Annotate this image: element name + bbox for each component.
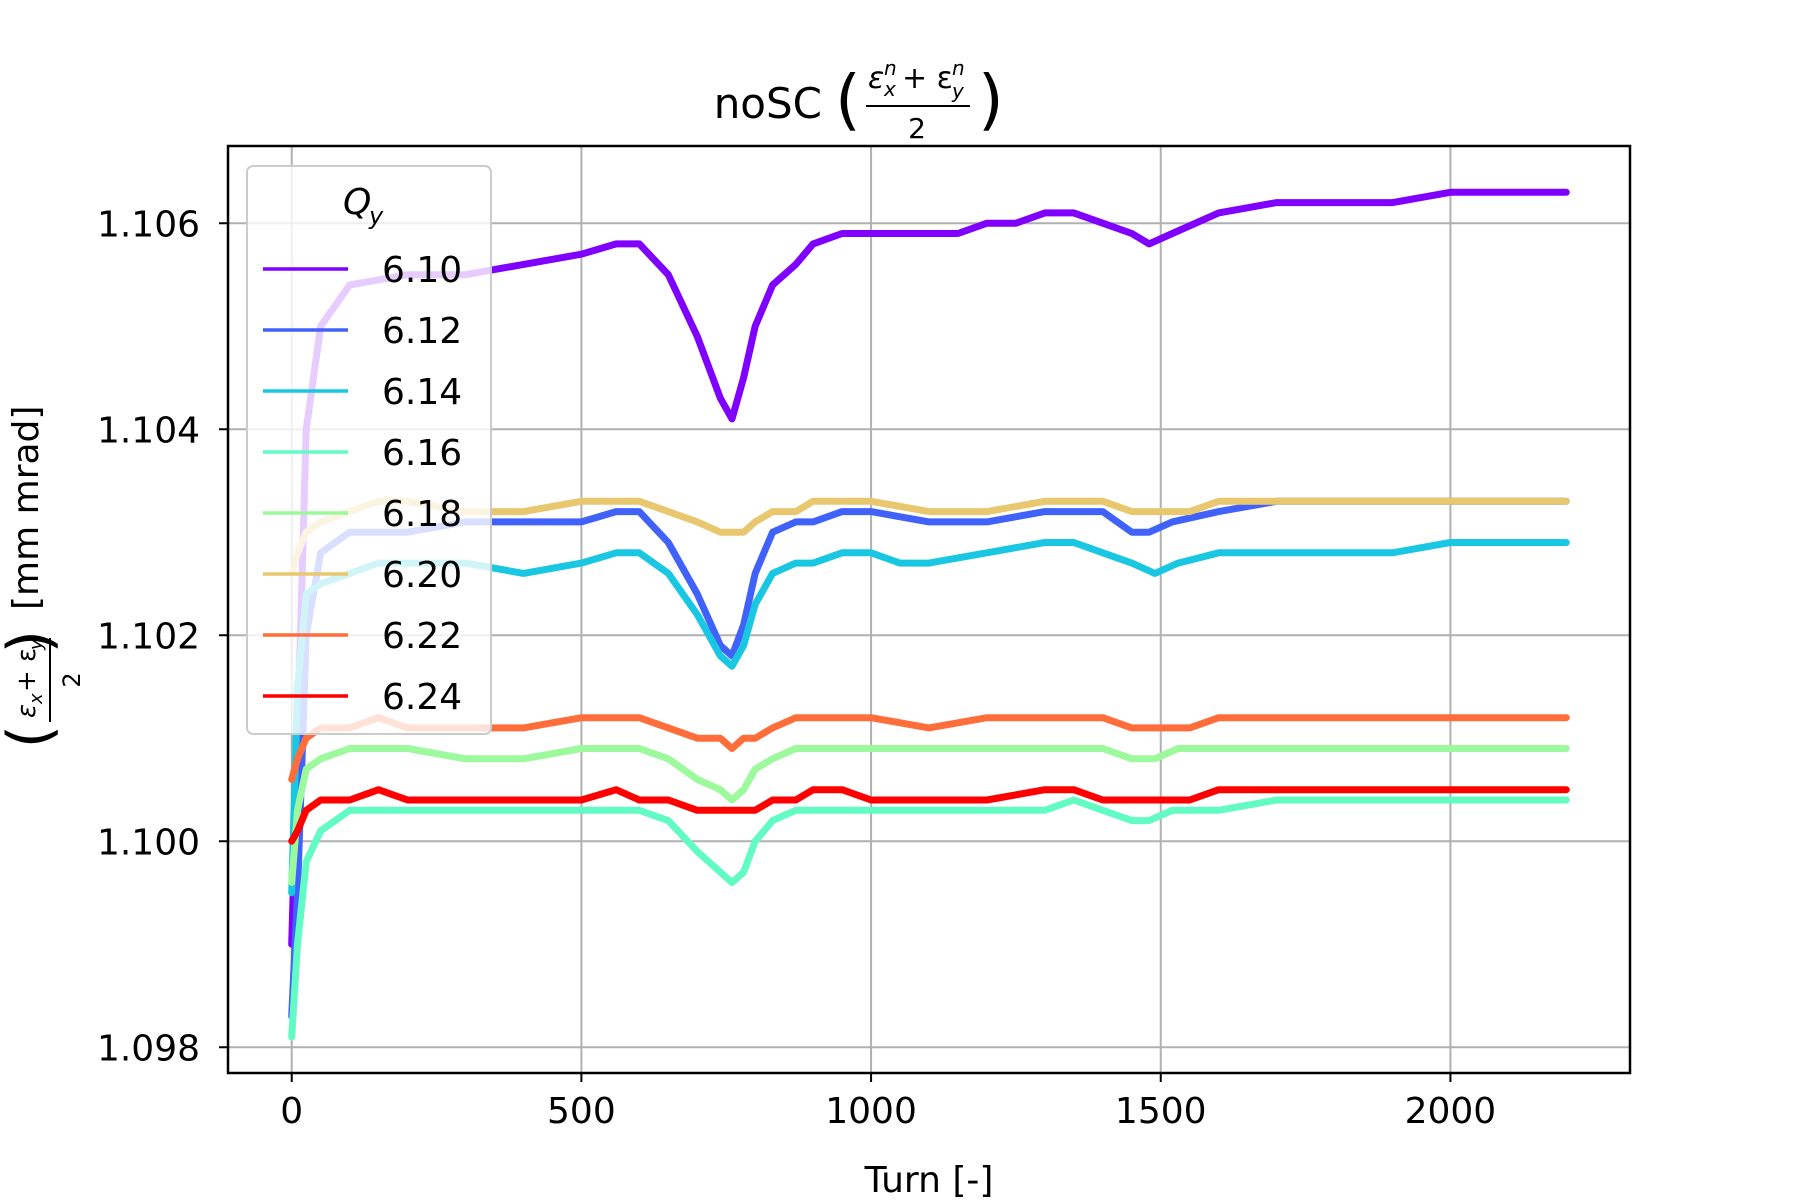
plot-frame: [226, 144, 1632, 1075]
x-tick-label: 0: [280, 1091, 303, 1132]
legend-label: 6.18: [382, 494, 462, 535]
title-denominator: 2: [908, 112, 926, 145]
chart-title: noSC ( ε n x + ε n y 2 ): [714, 56, 1004, 145]
y-axis-denominator: 2: [58, 672, 86, 687]
title-eps-x: ε: [868, 61, 884, 96]
title-sup-y: n: [952, 56, 965, 80]
legend-label: 6.10: [382, 250, 462, 291]
y-tick-label: 1.106: [97, 204, 200, 245]
title-close-paren: ): [978, 61, 1004, 138]
series-line-6-10: [288, 188, 1570, 948]
legend-item: 6.22: [263, 616, 462, 657]
legend-label: 6.20: [382, 555, 462, 596]
legend-item: 6.20: [263, 555, 462, 596]
legend-item: 6.12: [263, 311, 462, 352]
legend-label: 6.12: [382, 311, 462, 352]
y-axis-plus-eps: + ε: [12, 648, 42, 692]
y-tick-label: 1.104: [97, 410, 200, 451]
series-line-6-24: [288, 786, 1570, 845]
legend-label: 6.14: [382, 372, 462, 413]
legend-item: 6.24: [263, 677, 462, 718]
y-axis-close-paren: ): [0, 630, 65, 653]
legend-item: 6.10: [263, 250, 462, 291]
y-axis-sub-x: x: [26, 693, 47, 705]
x-axis-label: Turn [-]: [864, 1160, 994, 1200]
title-sub-y: y: [951, 79, 965, 103]
legend-item: 6.16: [263, 433, 462, 474]
legend-label: 6.16: [382, 433, 462, 474]
y-axis-units: [mm mrad]: [6, 406, 47, 610]
y-tick-label: 1.100: [97, 822, 200, 863]
title-plus-eps: + ε: [902, 61, 953, 96]
y-axis-sub-y: y: [26, 639, 47, 651]
axis-ticks: 0 500 1000 1500 2000 1.098 1.100 1.102 1.104 1.10…: [97, 204, 1496, 1132]
title-open-paren: (: [835, 61, 861, 138]
legend-label: 6.24: [382, 677, 462, 718]
x-tick-label: 1500: [1115, 1091, 1207, 1132]
y-tick-label: 1.098: [97, 1028, 200, 1069]
title-text: noSC: [714, 79, 822, 128]
x-tick-label: 2000: [1405, 1091, 1497, 1132]
legend: Q y 6.10 6.12 6.14 6.16 6.18 6.20 6.22 6.24: [246, 165, 492, 735]
title-sup-x: n: [884, 56, 897, 80]
legend-item: 6.14: [263, 372, 462, 413]
y-axis-eps-x: ε: [12, 704, 42, 718]
x-tick-label: 1000: [825, 1091, 917, 1132]
title-sub-x: x: [883, 77, 896, 101]
y-tick-label: 1.102: [97, 616, 200, 657]
legend-box: [246, 165, 492, 735]
y-axis-label: [mm mrad] ) ε x + ε y 2 (: [0, 406, 86, 749]
legend-title-sub: y: [368, 202, 384, 230]
legend-label: 6.22: [382, 616, 462, 657]
series-line-6-16: [288, 796, 1570, 1041]
legend-title: Q: [343, 182, 371, 223]
y-axis-open-paren: (: [0, 725, 65, 748]
series-line-6-18: [288, 745, 1570, 886]
legend-entries: 6.10 6.12 6.14 6.16 6.18 6.20 6.22 6.24: [263, 250, 462, 718]
x-tick-label: 500: [547, 1091, 616, 1132]
legend-item: 6.18: [263, 494, 462, 535]
